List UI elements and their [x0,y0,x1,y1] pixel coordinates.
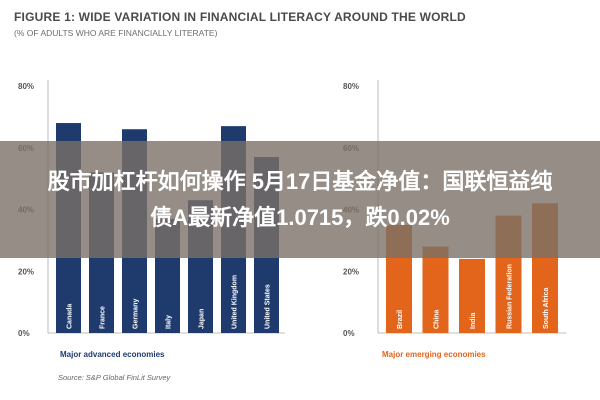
emerging-bar [459,258,485,333]
source-note: Source: S&P Global FinLit Survey [58,373,171,382]
advanced-category-label: Japan [199,309,206,329]
advanced-ytick-label: 20% [18,267,34,276]
headline-line-1: 股市加杠杆如何操作 5月17日基金净值：国联恒益纯 [47,168,553,194]
emerging-bar [422,246,449,333]
headline-line-2: 债A最新净值1.0715，跌0.02% [150,204,450,230]
emerging-ytick-label: 20% [343,267,359,276]
advanced-ytick-label: 80% [18,82,34,91]
advanced-category-label: United Kingdom [232,275,239,329]
advanced-category-label: Italy [166,315,173,329]
emerging-category-label: China [434,309,441,329]
emerging-ytick-label: 0% [343,329,355,338]
advanced-category-label: France [100,306,107,329]
advanced-category-label: Canada [67,304,74,329]
chart-subtitle: (% OF ADULTS WHO ARE FINANCIALLY LITERAT… [14,28,218,38]
emerging-category-label: India [470,313,477,329]
advanced-category-label: United States [265,284,272,329]
emerging-category-label: Russian Federation [507,264,514,329]
advanced-category-label: Germany [133,299,140,329]
advanced-group-label: Major advanced economies [60,350,165,359]
emerging-category-label: South Africa [543,288,550,329]
chart-title: FIGURE 1: WIDE VARIATION IN FINANCIAL LI… [14,10,466,24]
advanced-ytick-label: 0% [18,329,30,338]
headline-overlay: 股市加杠杆如何操作 5月17日基金净值：国联恒益纯 债A最新净值1.0715，跌… [0,141,600,258]
emerging-ytick-label: 80% [343,82,359,91]
emerging-group-label: Major emerging economies [382,350,486,359]
emerging-category-label: Brazil [397,310,404,329]
